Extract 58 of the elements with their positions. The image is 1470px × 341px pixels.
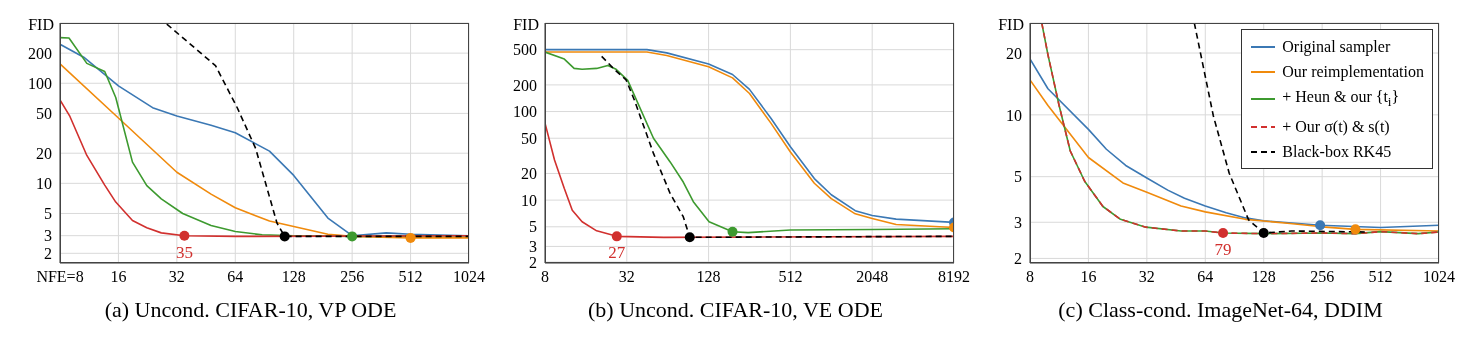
x-tick-label: 512 xyxy=(398,268,423,286)
x-tick-label: 8 xyxy=(541,268,549,286)
x-tick-label: 64 xyxy=(1197,268,1214,286)
y-tick-label: 200 xyxy=(513,76,537,94)
y-tick-label: 5 xyxy=(1014,168,1022,186)
x-tick-label: 32 xyxy=(168,268,185,286)
text: (c) Class-cond. ImageNet-64, DDIM xyxy=(1057,297,1384,323)
legend-label: + Heun & our {t$_{i}$} xyxy=(1282,87,1400,112)
y-tick-label: 20 xyxy=(521,165,537,183)
y-tick-label: 500 xyxy=(513,41,537,59)
y-tick-label: 10 xyxy=(36,175,52,193)
y-tick-label: 100 xyxy=(513,103,537,121)
annotation: 27 xyxy=(608,243,626,263)
y-tick-label: 10 xyxy=(1006,106,1022,124)
x-tick-label: 512 xyxy=(778,268,803,286)
text: (b) Uncond. CIFAR-10, VE ODE xyxy=(587,297,884,323)
x-tick-label: 128 xyxy=(1251,268,1276,286)
x-tick-label: 1024 xyxy=(453,268,485,286)
x-tick-label: NFE=8 xyxy=(36,268,84,286)
legend-label: Our reimplementation xyxy=(1282,62,1424,83)
y-tick-label: 10 xyxy=(521,191,537,209)
y-tick-label: 3 xyxy=(1014,213,1022,231)
y-tick-label: 2 xyxy=(529,253,537,271)
x-tick-label: 128 xyxy=(696,268,721,286)
x-tick-label: 256 xyxy=(1310,268,1335,286)
y-tick-label: 50 xyxy=(521,129,537,147)
annotation: 79 xyxy=(1214,240,1232,260)
x-tick-label: 256 xyxy=(340,268,365,286)
x-tick-label: 32 xyxy=(618,268,635,286)
text: (a) Uncond. CIFAR-10, VP ODE xyxy=(103,297,398,323)
annotation: 35 xyxy=(175,242,193,262)
x-tick-label: 8192 xyxy=(938,268,970,286)
x-tick-label: 64 xyxy=(227,268,244,286)
y-tick-label: 200 xyxy=(28,44,52,62)
y-axis-title: FID xyxy=(27,16,54,33)
y-tick-label: 5 xyxy=(529,218,537,236)
y-tick-label: 3 xyxy=(529,238,537,256)
y-tick-label: 20 xyxy=(1006,44,1022,62)
y-tick-label: 100 xyxy=(28,74,52,92)
y-tick-label: 20 xyxy=(36,144,52,162)
x-tick-label: 16 xyxy=(110,268,127,286)
legend-label: + Our σ(t) & s(t) xyxy=(1282,117,1390,138)
y-tick-label: 5 xyxy=(44,205,52,223)
y-tick-label: 2 xyxy=(44,244,52,262)
y-tick-label: 2 xyxy=(1014,250,1022,268)
y-tick-label: 50 xyxy=(36,105,52,123)
legend-label: Black-box RK45 xyxy=(1282,142,1392,163)
x-tick-label: 1024 xyxy=(1423,268,1455,286)
y-axis-title: FID xyxy=(997,16,1024,33)
x-tick-label: 512 xyxy=(1368,268,1393,286)
legend-label: Original sampler xyxy=(1282,37,1391,58)
y-axis-title: FID xyxy=(512,16,539,33)
x-tick-label: 2048 xyxy=(856,268,889,286)
x-tick-label: 128 xyxy=(281,268,306,286)
x-tick-label: 16 xyxy=(1080,268,1097,286)
y-tick-label: 3 xyxy=(44,227,52,245)
x-tick-label: 8 xyxy=(1026,268,1034,286)
x-tick-label: 32 xyxy=(1138,268,1155,286)
